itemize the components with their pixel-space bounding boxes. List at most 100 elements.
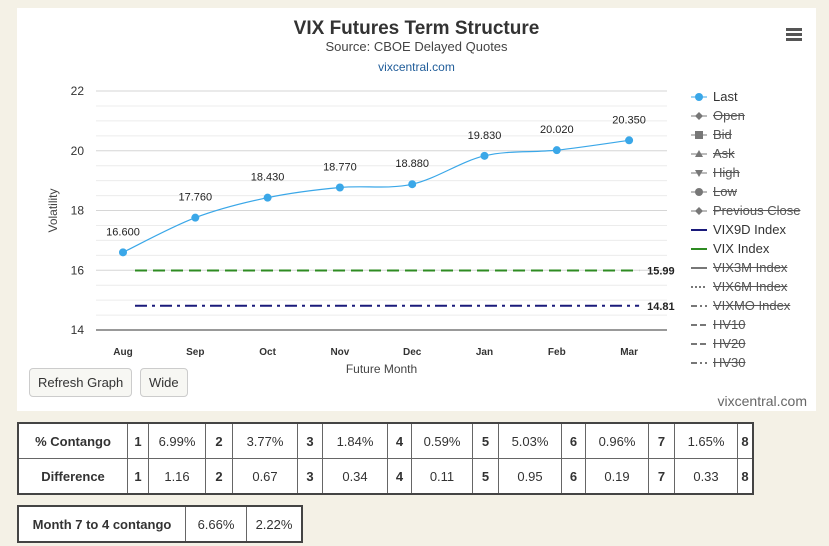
site-link[interactable]: vixcentral.com: [378, 60, 455, 74]
circle-marker-icon: [691, 93, 707, 101]
chart-subtitle: Source: CBOE Delayed Quotes: [325, 39, 508, 54]
last-series-point: [480, 151, 489, 160]
triangle-marker-icon: [691, 150, 707, 157]
diamond-marker-icon: [691, 112, 707, 120]
x-axis-title: Future Month: [346, 362, 417, 376]
dashdot-line-icon: [691, 362, 707, 364]
last-series-point: [625, 136, 634, 145]
chart-container: 14 16 18 20 22 Aug Sep Oct Nov Dec Jan Feb Mar Future…: [17, 8, 816, 411]
month-contango-percent-2: 2.22%: [246, 505, 303, 543]
month-index: 4: [387, 422, 412, 459]
month-value: 0.34: [322, 458, 388, 495]
last-series-data-label: 19.830: [468, 130, 502, 142]
index-line-label: 15.99: [647, 266, 675, 278]
month-value: 3.77%: [232, 422, 298, 459]
month-value: 5.03%: [498, 422, 562, 459]
dotted-line-icon: [691, 286, 707, 288]
legend-label: High: [713, 165, 740, 180]
chart-title: VIX Futures Term Structure: [293, 18, 540, 39]
solid-line-icon: [691, 267, 707, 269]
legend-label: Previous Close: [713, 203, 801, 218]
month-index: 1: [127, 458, 149, 495]
watermark: vixcentral.com: [717, 393, 807, 409]
y-tick-label: 22: [71, 84, 85, 98]
month-index: 2: [205, 422, 233, 459]
month-index: 8: [737, 422, 754, 459]
last-series-data-label: 18.430: [251, 172, 285, 184]
row-header: Difference: [17, 458, 128, 495]
month-index: 5: [472, 458, 499, 495]
last-series-data-label: 17.760: [178, 192, 212, 204]
month-value: 0.33: [674, 458, 738, 495]
refresh-graph-button[interactable]: Refresh Graph: [29, 368, 133, 397]
last-series-point: [552, 146, 561, 155]
legend-label: VIXMO Index: [713, 298, 791, 313]
contango-row: Difference 1 1.16 2 0.67 3 0.34 4 0.11 5 0.95 6 0.19…: [17, 458, 754, 495]
legend-label: VIX3M Index: [713, 260, 788, 275]
month-index: 3: [297, 422, 323, 459]
month-value: 0.11: [411, 458, 473, 495]
last-series-point: [191, 213, 200, 222]
diamond-marker-icon: [691, 207, 707, 215]
legend-label: Ask: [713, 146, 735, 161]
month-value: 6.99%: [148, 422, 206, 459]
last-series-point: [408, 180, 417, 189]
x-tick-label: Mar: [620, 347, 638, 358]
y-axis-title: Volatility: [46, 188, 60, 232]
dashdot-line-icon: [691, 305, 707, 307]
solid-line-icon: [691, 248, 707, 250]
month-value: 1.84%: [322, 422, 388, 459]
chart-plot: 14 16 18 20 22 Aug Sep Oct Nov Dec Jan Feb Mar Future…: [46, 84, 675, 376]
month-index: 7: [648, 458, 675, 495]
y-tick-label: 14: [71, 323, 85, 337]
x-tick-label: Aug: [113, 347, 132, 358]
y-tick-label: 18: [71, 204, 85, 218]
circle-marker-icon: [691, 188, 707, 196]
last-series-data-label: 18.880: [395, 158, 429, 170]
x-tick-label: Dec: [403, 347, 422, 358]
solid-line-icon: [691, 229, 707, 231]
month-index: 3: [297, 458, 323, 495]
month-index: 8: [737, 458, 754, 495]
legend-label: VIX Index: [713, 241, 770, 256]
dashed-line-icon: [691, 343, 707, 345]
month-index: 6: [561, 422, 586, 459]
month-value: 0.67: [232, 458, 298, 495]
wide-button[interactable]: Wide: [140, 368, 188, 397]
y-tick-label: 16: [71, 263, 85, 277]
legend-label: VIX9D Index: [713, 222, 786, 237]
last-series-data-label: 20.020: [540, 124, 574, 136]
x-tick-label: Nov: [330, 347, 349, 358]
month-value: 1.65%: [674, 422, 738, 459]
last-series-data-label: 18.770: [323, 161, 357, 173]
legend-label: Last: [713, 89, 738, 104]
dashed-line-icon: [691, 324, 707, 326]
month-index: 7: [648, 422, 675, 459]
month-index: 4: [387, 458, 412, 495]
legend-label: Low: [713, 184, 737, 199]
legend-label: Open: [713, 108, 745, 123]
month-contango-label: Month 7 to 4 contango: [17, 505, 186, 543]
month-contango-percent: 6.66%: [185, 505, 247, 543]
last-series-point: [119, 248, 127, 257]
month-index: 1: [127, 422, 149, 459]
square-marker-icon: [691, 131, 707, 139]
month-contango-row: Month 7 to 4 contango 6.66% 2.22%: [17, 505, 303, 543]
triangle-down-marker-icon: [691, 170, 707, 177]
month-value: 0.19: [585, 458, 649, 495]
month-contango-table: Month 7 to 4 contango 6.66% 2.22%: [17, 505, 303, 543]
month-index: 2: [205, 458, 233, 495]
month-index: 6: [561, 458, 586, 495]
last-series-point: [335, 183, 344, 192]
index-line-label: 14.81: [647, 301, 675, 313]
x-tick-label: Jan: [476, 347, 493, 358]
last-series-data-label: 16.600: [106, 226, 140, 238]
row-header: % Contango: [17, 422, 128, 459]
legend-label: HV10: [713, 317, 746, 332]
month-value: 0.96%: [585, 422, 649, 459]
last-series-point: [263, 193, 272, 202]
hamburger-menu-icon[interactable]: [786, 28, 802, 42]
legend-label: HV30: [713, 355, 746, 370]
last-series-line: [122, 139, 630, 253]
month-value: 1.16: [148, 458, 206, 495]
